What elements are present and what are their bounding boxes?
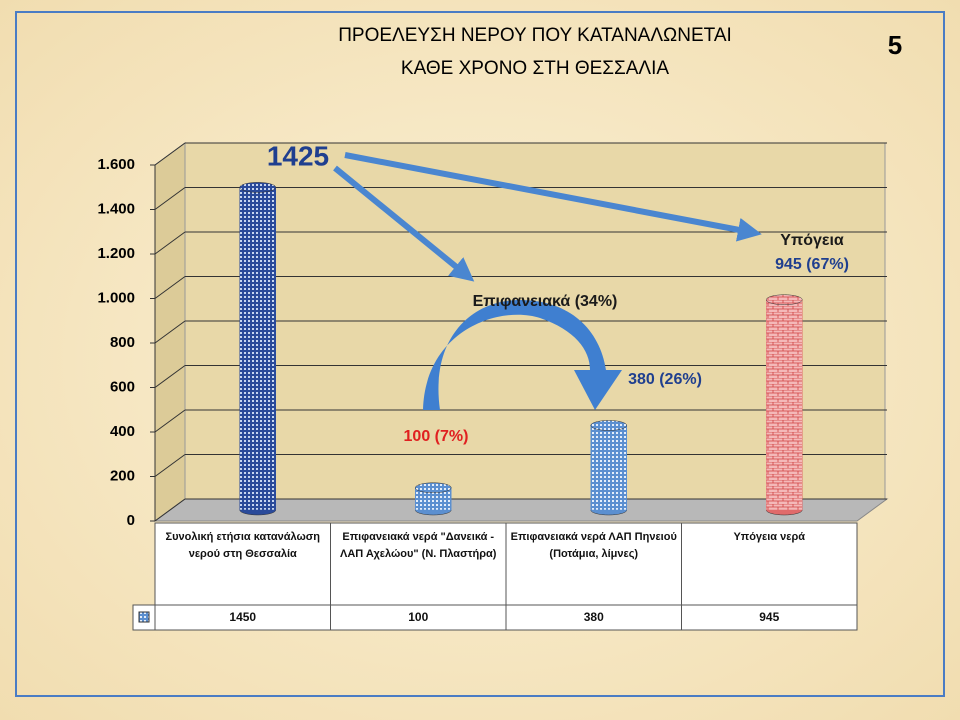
annotation: 100 (7%) bbox=[404, 428, 469, 445]
chart-title: ΠΡΟΕΛΕΥΣΗ ΝΕΡΟΥ ΠΟΥ ΚΑΤΑΝΑΛΩΝΕΤΑΙ bbox=[338, 25, 732, 46]
y-tick-label: 1.400 bbox=[97, 200, 135, 217]
grid-line bbox=[154, 454, 186, 477]
grid-line bbox=[154, 365, 186, 388]
annotation: 1425 bbox=[267, 140, 329, 171]
grid-line bbox=[154, 409, 186, 433]
arrow bbox=[344, 152, 762, 242]
grid-line bbox=[154, 231, 186, 255]
bar-top bbox=[239, 182, 276, 193]
x-category-label: Επιφανειακά νερά "Δανεικά - ΛΑΠ Αχελώου"… bbox=[340, 531, 497, 560]
y-tick-label: 800 bbox=[110, 334, 135, 351]
data-table-row bbox=[132, 604, 858, 631]
bar bbox=[590, 425, 627, 511]
x-category-label: Υπόγεια νερά bbox=[733, 531, 806, 543]
bar-top bbox=[415, 482, 452, 493]
chart-title: ΚΑΘΕ ΧΡΟΝΟ ΣΤΗ ΘΕΣΣΑΛΙΑ bbox=[401, 58, 670, 79]
y-tick-label: 1.000 bbox=[97, 289, 135, 306]
annotation: Επιφανειακά (34%) bbox=[473, 293, 618, 310]
y-tick-label: 1.600 bbox=[97, 156, 135, 173]
slide-number: 5 bbox=[888, 30, 902, 60]
legend-key bbox=[138, 611, 150, 623]
table-value: 1450 bbox=[229, 610, 257, 624]
grid-line bbox=[154, 498, 186, 522]
grid-line bbox=[154, 142, 186, 166]
grid-line bbox=[154, 320, 186, 344]
y-tick-label: 200 bbox=[110, 467, 135, 484]
annotation: Υπόγεια bbox=[780, 232, 844, 249]
arrow bbox=[333, 165, 475, 282]
curved-arrow bbox=[423, 300, 622, 410]
x-category-label: Επιφανειακά νερά ΛΑΠ Πηνειού (Ποτάμια, λ… bbox=[510, 531, 677, 560]
table-value: 380 bbox=[583, 610, 604, 624]
y-tick-label: 400 bbox=[110, 423, 135, 440]
x-category-label: Συνολική ετήσια κατανάλωση νερού στη Θεσ… bbox=[165, 531, 320, 560]
y-tick-label: 1.200 bbox=[97, 245, 135, 262]
bar-top bbox=[590, 420, 627, 431]
grid-line bbox=[154, 187, 186, 210]
bar bbox=[766, 299, 803, 511]
bar bbox=[239, 187, 276, 511]
slide-frame bbox=[15, 11, 945, 697]
table-value: 945 bbox=[759, 610, 780, 624]
annotation: 380 (26%) bbox=[628, 371, 702, 388]
bar-top bbox=[766, 294, 803, 305]
y-tick-label: 600 bbox=[110, 378, 135, 395]
grid-line bbox=[154, 276, 186, 299]
y-tick-label: 0 bbox=[127, 512, 135, 529]
table-value: 100 bbox=[408, 610, 429, 624]
annotation: 945 (67%) bbox=[775, 256, 849, 273]
